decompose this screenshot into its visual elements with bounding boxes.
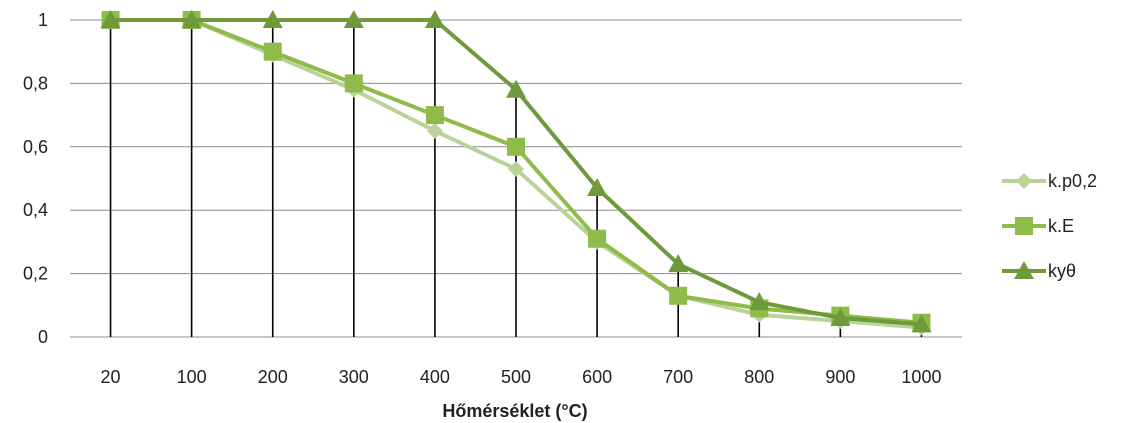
- x-tick-label: 20: [101, 367, 121, 387]
- x-tick-label: 400: [420, 367, 450, 387]
- data-point: [749, 292, 770, 311]
- data-point: [508, 160, 524, 177]
- data-point: [426, 122, 443, 139]
- series-ky-: [100, 10, 932, 333]
- legend-marker: [1015, 217, 1033, 235]
- x-tick-label: 200: [258, 367, 288, 387]
- legend-item: k.E: [1002, 216, 1074, 236]
- legend-item: k.p0,2: [1002, 171, 1097, 191]
- x-tick-label: 800: [744, 367, 774, 387]
- data-point: [830, 307, 851, 326]
- y-tick-label: 0: [38, 327, 48, 347]
- x-tick-label: 500: [501, 367, 531, 387]
- x-axis-title: Hőmérséklet (°C): [442, 401, 587, 421]
- data-point: [344, 74, 363, 93]
- x-tick-label: 600: [582, 367, 612, 387]
- data-point: [911, 314, 932, 333]
- legend-item: kyθ: [1002, 261, 1076, 281]
- y-axis-ticks: 0 0,2 0,4 0,6 0,8 1: [23, 10, 48, 347]
- data-point: [424, 10, 445, 28]
- data-point: [668, 254, 689, 273]
- legend-label: k.E: [1048, 216, 1074, 236]
- series-group: [100, 10, 932, 336]
- data-point: [669, 286, 688, 305]
- data-point: [181, 10, 202, 28]
- data-point: [343, 10, 364, 28]
- x-tick-label: 900: [825, 367, 855, 387]
- x-tick-label: 100: [177, 367, 207, 387]
- x-tick-label: 1000: [901, 367, 941, 387]
- y-tick-label: 1: [38, 10, 48, 30]
- legend-label: kyθ: [1048, 261, 1076, 281]
- x-tick-label: 700: [663, 367, 693, 387]
- legend-label: k.p0,2: [1048, 171, 1097, 191]
- y-tick-label: 0,4: [23, 200, 48, 220]
- data-point: [263, 42, 282, 61]
- data-point: [425, 106, 444, 125]
- x-axis-ticks: 20 100 200 300 400 500 600 700 800 900 1000: [101, 367, 942, 387]
- data-point: [262, 10, 283, 28]
- drop-lines: [109, 20, 923, 337]
- legend-marker: [1016, 173, 1032, 189]
- y-tick-label: 0,6: [23, 137, 48, 157]
- data-point: [587, 178, 608, 197]
- legend: k.p0,2 k.E kyθ: [1002, 171, 1097, 281]
- data-point: [100, 10, 121, 28]
- data-point: [506, 79, 526, 98]
- x-tick-label: 300: [339, 367, 369, 387]
- y-tick-label: 0,8: [23, 73, 48, 93]
- legend-marker: [1014, 261, 1034, 279]
- data-point: [507, 137, 525, 156]
- y-tick-label: 0,2: [23, 264, 48, 284]
- data-point: [588, 229, 607, 248]
